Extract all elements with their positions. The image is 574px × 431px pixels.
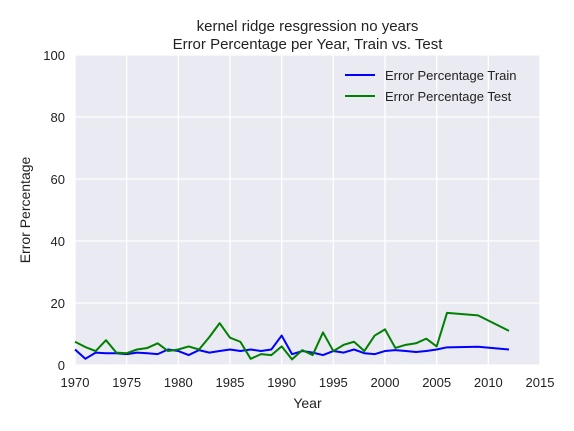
- grid: [74, 54, 541, 366]
- series-layer: [74, 311, 510, 361]
- chart-title-line-2: Error Percentage per Year, Train vs. Tes…: [173, 36, 444, 53]
- x-tick-label: 1970: [61, 375, 90, 390]
- x-tick-label: 1985: [216, 375, 245, 390]
- tick-labels: 1970 1975 1980 1985 1990 1995 2000 2005 2010 2015…: [43, 48, 554, 390]
- x-tick-label: 1990: [267, 375, 296, 390]
- y-tick-label: 60: [51, 172, 65, 187]
- x-axis-label: Year: [293, 395, 322, 411]
- legend-label-test: Error Percentage Test: [385, 89, 512, 104]
- y-tick-label: 20: [51, 296, 65, 311]
- x-tick-label: 2015: [526, 375, 555, 390]
- y-tick-label: 80: [51, 110, 65, 125]
- x-tick-label: 2010: [474, 375, 503, 390]
- x-tick-label: 1995: [319, 375, 348, 390]
- x-tick-label: 2000: [371, 375, 400, 390]
- legend: Error Percentage Train Error Percentage …: [345, 68, 517, 104]
- legend-label-train: Error Percentage Train: [385, 68, 517, 83]
- y-axis-label: Error Percentage: [17, 156, 33, 263]
- x-tick-label: 1980: [164, 375, 193, 390]
- y-tick-label: 100: [43, 48, 65, 63]
- y-tick-label: 0: [58, 358, 65, 373]
- x-tick-label: 1975: [112, 375, 141, 390]
- chart-title-line-1: kernel ridge resgression no years: [197, 18, 419, 35]
- x-tick-label: 2005: [422, 375, 451, 390]
- series-line-test: [74, 311, 510, 361]
- series-line-train: [74, 334, 510, 360]
- y-tick-label: 40: [51, 234, 65, 249]
